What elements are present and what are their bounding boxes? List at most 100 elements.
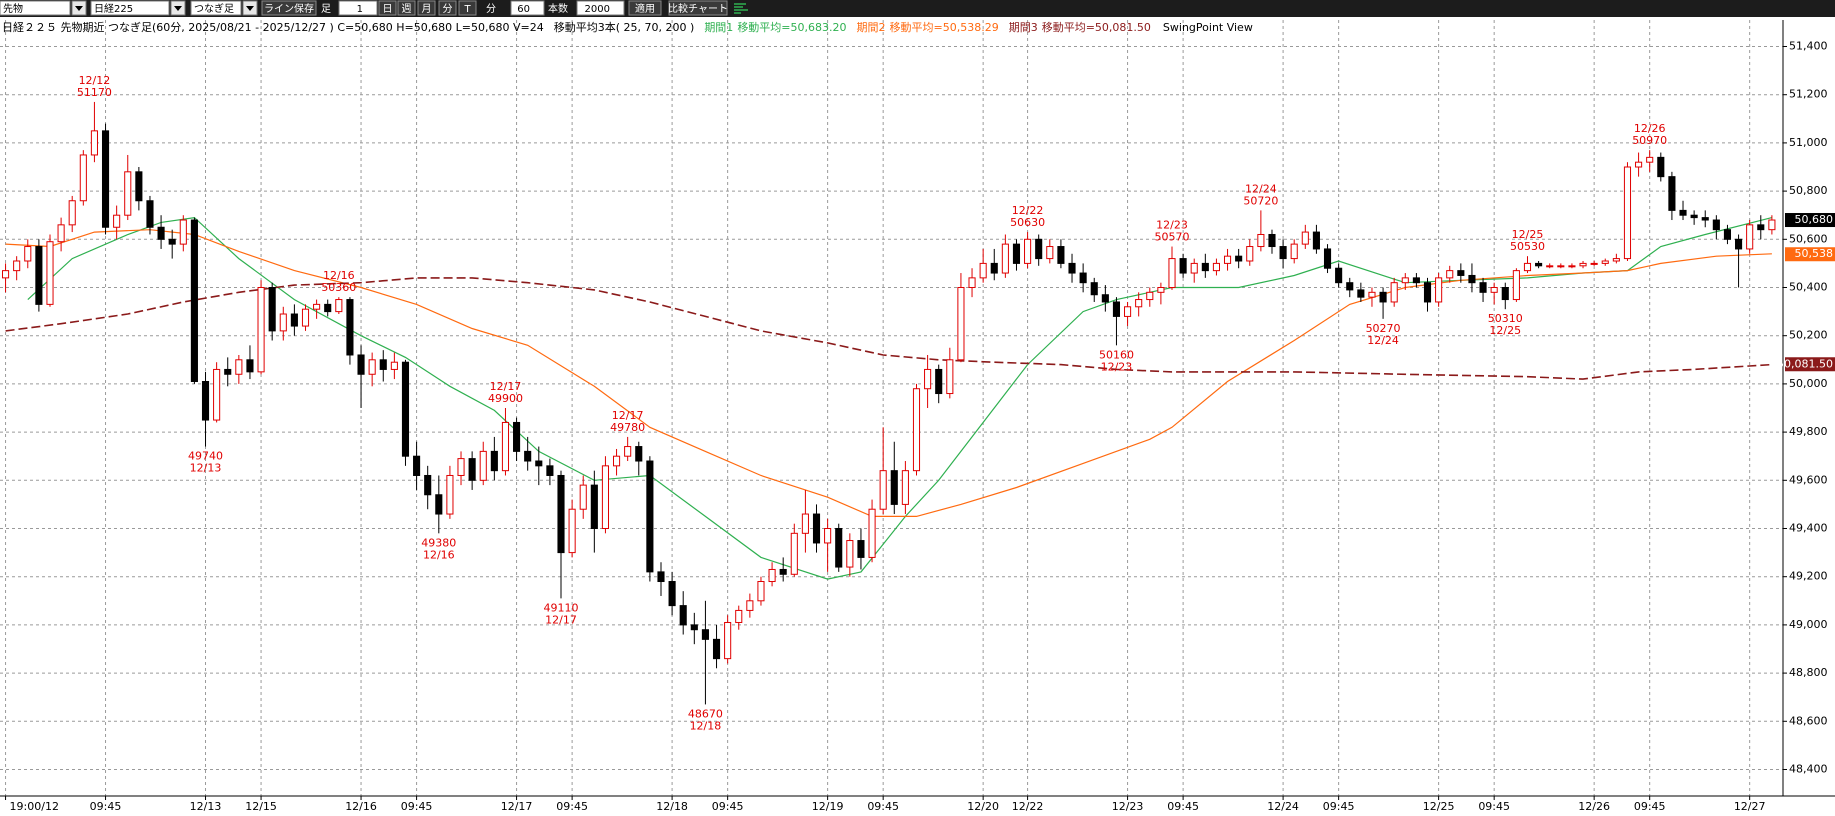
candle-body [1079, 272, 1087, 284]
candle-body [46, 241, 54, 305]
dropdown[interactable] [190, 0, 242, 16]
candle-body [1401, 277, 1409, 284]
y-tick-label: 49,200 [1789, 570, 1828, 583]
x-tick-label: 12/25 [1423, 800, 1455, 813]
candle-body [190, 219, 198, 382]
candle-body [968, 277, 976, 289]
y-tick-label: 51,400 [1789, 40, 1828, 53]
candle-body [1490, 287, 1498, 293]
x-tick-label: 12/22 [1012, 800, 1044, 813]
candle-body [957, 287, 965, 361]
input-box[interactable] [576, 0, 625, 16]
toolbar-text: ライン保存 [264, 2, 314, 15]
candle-body [35, 246, 43, 305]
candle-body [657, 571, 665, 583]
candle-body [1257, 233, 1265, 248]
chart-icon[interactable] [734, 3, 748, 14]
candle-body [468, 458, 476, 481]
toolbar-button[interactable] [417, 0, 436, 16]
candle-body [68, 200, 76, 226]
swing-date: 12/24 [1245, 182, 1277, 195]
x-tick-label: 12/18 [656, 800, 688, 813]
toolbar-button[interactable] [397, 0, 416, 16]
toolbar-label: 分 [486, 3, 496, 15]
candle-body [1157, 287, 1165, 293]
candle-body [1057, 246, 1065, 264]
candle-body [79, 154, 87, 202]
x-tick-label: 19:00/12 [10, 800, 59, 813]
candle-body [1590, 262, 1598, 265]
input-box[interactable] [338, 0, 378, 16]
swing-price: 50160 [1099, 348, 1134, 361]
candle-body [24, 246, 32, 262]
arrow-icon [174, 6, 182, 11]
swing-date: 12/25 [1489, 324, 1521, 337]
candle-body [1535, 262, 1543, 267]
x-tick-label: 12/23 [1112, 800, 1144, 813]
candle-body [1146, 291, 1154, 301]
dropdown[interactable] [90, 0, 170, 16]
candle-body [1368, 291, 1376, 298]
swing-date: 12/16 [323, 269, 355, 282]
candle-body [1, 270, 10, 279]
y-tick-label: 49,800 [1789, 425, 1828, 438]
candle-body [1179, 258, 1187, 274]
candle-body [90, 130, 98, 156]
toolbar-button[interactable] [628, 0, 662, 16]
toolbar-text: T [463, 4, 471, 15]
candle-body [157, 226, 165, 240]
candle-body [335, 299, 343, 313]
legend-name: 期間1 [704, 21, 733, 34]
candle-body [668, 581, 676, 607]
x-tick-label: 09:45 [556, 800, 588, 813]
toolbar-button[interactable] [378, 0, 397, 16]
swing-date: 12/13 [190, 462, 222, 475]
candle-body [1312, 231, 1320, 250]
input-box[interactable] [510, 0, 545, 16]
x-tick-label: 12/20 [967, 800, 999, 813]
x-tick-label: 09:45 [1478, 800, 1510, 813]
y-tick-label: 49,400 [1789, 521, 1828, 534]
legend-name: 期間3 [1009, 21, 1038, 34]
toolbar-button[interactable] [438, 0, 457, 16]
swing-price: 49380 [421, 536, 456, 549]
toolbar-button[interactable] [458, 0, 477, 16]
swing-price: 50530 [1510, 240, 1545, 253]
view-name: SwingPoint View [1163, 21, 1253, 34]
dropdown[interactable] [0, 0, 71, 16]
candle-body [1235, 255, 1243, 262]
candle-body [768, 568, 776, 583]
candle-body [279, 313, 287, 332]
swing-price: 49780 [610, 421, 645, 434]
candle-body [1746, 224, 1754, 250]
candle-body [446, 474, 454, 515]
candle-body [1335, 267, 1343, 284]
candle-body [435, 494, 443, 515]
toolbar-button[interactable] [261, 0, 317, 16]
candle-body [135, 171, 143, 202]
candle-body [646, 460, 654, 573]
candle-body [1523, 262, 1532, 272]
toolbar-button[interactable] [668, 0, 728, 16]
candle-body [912, 388, 921, 472]
candle-body [1212, 262, 1220, 272]
chart-title: 日経２２５ 先物期近 つなぎ足(60分, 2025/08/21 - 2025/1… [2, 20, 544, 34]
swing-price: 50570 [1155, 231, 1190, 244]
toolbar-text: 2000 [585, 4, 610, 15]
candle-body [146, 200, 154, 228]
toolbar-text: つなぎ足 [194, 2, 234, 15]
candle-body [1723, 229, 1732, 240]
candle-body [1246, 246, 1254, 262]
candle-body [635, 446, 643, 462]
swing-price: 51170 [77, 86, 112, 99]
price-tag-label: 50,538 [1795, 247, 1834, 260]
y-tick-label: 50,600 [1789, 232, 1828, 245]
candle-body [624, 446, 632, 457]
candle-body [368, 359, 376, 375]
candle-body [1323, 248, 1332, 269]
x-tick-label: 12/13 [190, 800, 222, 813]
candle-body [1024, 238, 1032, 264]
candle-body [701, 629, 709, 640]
swing-date: 12/23 [1101, 360, 1133, 373]
